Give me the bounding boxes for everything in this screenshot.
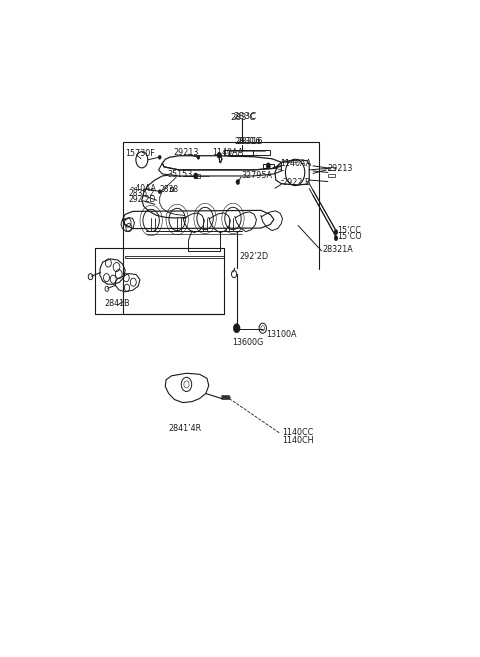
Circle shape — [236, 179, 240, 185]
Text: 283’C: 283’C — [230, 113, 256, 122]
Circle shape — [334, 229, 338, 235]
Circle shape — [158, 155, 161, 159]
Text: 292’2D: 292’2D — [129, 194, 156, 204]
Text: 2841B: 2841B — [105, 299, 130, 308]
Circle shape — [158, 190, 161, 194]
Text: 13600G: 13600G — [232, 338, 263, 347]
Text: 1140CH: 1140CH — [282, 436, 313, 445]
Circle shape — [266, 163, 271, 169]
Text: 2835’2: 2835’2 — [129, 189, 155, 198]
Text: 28316: 28316 — [234, 137, 261, 146]
Text: 29213: 29213 — [173, 148, 199, 157]
Text: 283C: 283C — [233, 112, 256, 122]
Circle shape — [334, 236, 338, 240]
Text: 1140AA: 1140AA — [212, 148, 243, 157]
Text: ~40AA: ~40AA — [129, 183, 156, 193]
Text: 2922’B: 2922’B — [282, 177, 311, 187]
Text: 1140CC: 1140CC — [282, 428, 313, 437]
Circle shape — [193, 173, 198, 179]
Text: 32795A: 32795A — [241, 171, 273, 180]
Text: 2838: 2838 — [160, 185, 179, 194]
Circle shape — [217, 152, 221, 158]
Text: 15’CC: 15’CC — [337, 225, 361, 235]
Text: 1140AA: 1140AA — [280, 159, 312, 168]
Text: 15730F: 15730F — [125, 149, 155, 158]
Circle shape — [233, 324, 240, 333]
Text: 28321A: 28321A — [322, 245, 353, 254]
Text: 28316: 28316 — [237, 137, 264, 146]
Text: 2841’4R: 2841’4R — [168, 424, 201, 433]
Polygon shape — [222, 396, 230, 399]
Text: 35153: 35153 — [168, 170, 193, 179]
Text: 15’CO: 15’CO — [337, 232, 362, 240]
Text: 29213: 29213 — [327, 164, 352, 173]
Text: 13100A: 13100A — [266, 330, 296, 339]
Text: 292’2D: 292’2D — [240, 252, 268, 261]
Circle shape — [197, 155, 200, 159]
